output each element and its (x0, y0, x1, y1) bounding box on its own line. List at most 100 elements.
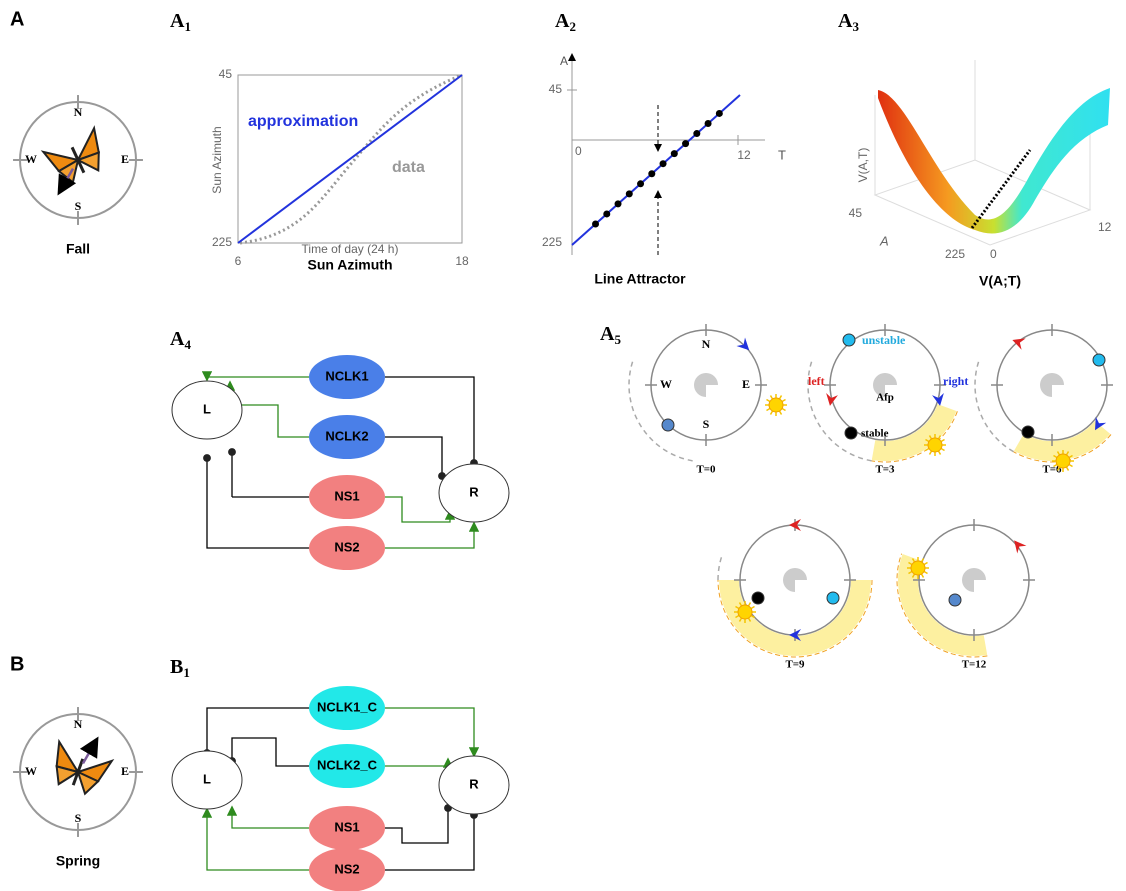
sun-band (871, 403, 957, 461)
compass-label: S (75, 199, 82, 213)
node (438, 463, 510, 523)
time-label: T=0 (696, 464, 716, 476)
panel-label: A (10, 8, 24, 30)
tick-label: 45 (849, 206, 863, 220)
compass-label: N (74, 717, 83, 731)
sun-band (1014, 420, 1111, 461)
compass-label: W (25, 764, 37, 778)
y-axis-label: Sun Azimuth (210, 126, 224, 193)
point (648, 170, 656, 178)
node-label: NCLK1 (325, 368, 368, 383)
panel-label: A2 (555, 10, 576, 34)
panel-label: A4 (170, 328, 191, 352)
edge (201, 807, 309, 871)
butterfly (40, 125, 100, 184)
x-axis-label: Time of day (24 h) (302, 242, 399, 256)
sun-band (719, 579, 871, 656)
point (614, 200, 622, 208)
z-axis-label: V(A,T) (856, 148, 870, 183)
sun-band (898, 554, 988, 656)
sun (1055, 453, 1071, 469)
attractor-line (571, 94, 741, 246)
flow-arrow (736, 337, 750, 351)
label: A (555, 10, 570, 32)
node (309, 526, 385, 570)
label-sub: 4 (184, 337, 191, 352)
fixed-point (948, 593, 962, 607)
sun (927, 437, 943, 453)
panel-label: A5 (600, 323, 621, 347)
network-edges (201, 371, 480, 549)
fixed-point (844, 426, 858, 440)
panel-label: B (10, 653, 24, 675)
panel-label: A3 (838, 10, 859, 34)
node (438, 755, 510, 815)
x-tick-label: 6 (235, 254, 242, 268)
point (682, 140, 690, 148)
node-label: NS1 (334, 819, 359, 834)
annotation: right (943, 374, 968, 388)
node (171, 750, 243, 810)
label: A (600, 323, 615, 345)
axis-label: A (879, 233, 889, 248)
x-tick-label: 12 (737, 148, 751, 162)
sun (910, 560, 926, 576)
node (309, 848, 385, 891)
fixed-point (661, 418, 675, 432)
y-axis-label: A (560, 54, 568, 68)
edge (226, 805, 309, 829)
node-label: L (203, 401, 211, 416)
compass-label: E (121, 764, 129, 778)
flow-arrow (789, 519, 801, 531)
tick-label: 225 (945, 247, 965, 261)
flow-arrow (826, 393, 838, 406)
panel-title: Sun Azimuth (307, 257, 392, 273)
y-tick-label: 45 (549, 82, 563, 96)
node-label: NCLK2_C (317, 757, 378, 772)
surface (878, 88, 1110, 234)
tick-label: 12 (1098, 220, 1112, 234)
label-sub: 5 (614, 332, 621, 347)
x-axis-label: T (778, 147, 786, 162)
node-label: L (203, 771, 211, 786)
dashed-arc (974, 358, 1014, 453)
time-label: T=3 (875, 464, 895, 476)
x-tick-label: 18 (455, 254, 469, 268)
edge (385, 521, 480, 549)
y-tick-label: 45 (219, 67, 233, 81)
wing (76, 770, 100, 796)
wing (55, 765, 81, 786)
time-label: T=6 (1042, 464, 1062, 476)
label-sub: 2 (569, 19, 576, 34)
node-label: R (469, 484, 479, 499)
flow-arrow (1012, 338, 1026, 350)
edge (228, 737, 309, 767)
edge (203, 707, 309, 757)
panel-label: A1 (170, 10, 191, 34)
node (309, 475, 385, 519)
edge (385, 759, 449, 767)
label-sub: 3 (852, 19, 859, 34)
butterfly (55, 738, 115, 796)
point (625, 190, 633, 198)
sun-azimuth-plot: 45 225 6 18 Sun Azimuth Time of day (24 … (210, 67, 469, 273)
fixed-points (592, 109, 723, 228)
flow-arrow (1095, 416, 1107, 431)
compass-label: E (121, 152, 129, 166)
label-sub: 1 (184, 19, 191, 34)
compass-label: S (75, 811, 82, 825)
dashed-arc (807, 358, 872, 462)
point (670, 150, 678, 158)
panel-label: B1 (170, 656, 190, 680)
fixed-point (1021, 425, 1035, 439)
flow-arrow (932, 393, 944, 406)
y-tick-label: 225 (212, 235, 232, 249)
line-attractor-plot: A T 45 225 0 12 Line Attractor (542, 53, 786, 287)
annotation: Afp (876, 392, 894, 404)
node-label: R (469, 776, 479, 791)
caption: Fall (66, 241, 90, 257)
heading-arrow (79, 736, 99, 764)
potential-surface: V(A,T) 45 A 225 0 12 V(A;T) (849, 60, 1112, 289)
